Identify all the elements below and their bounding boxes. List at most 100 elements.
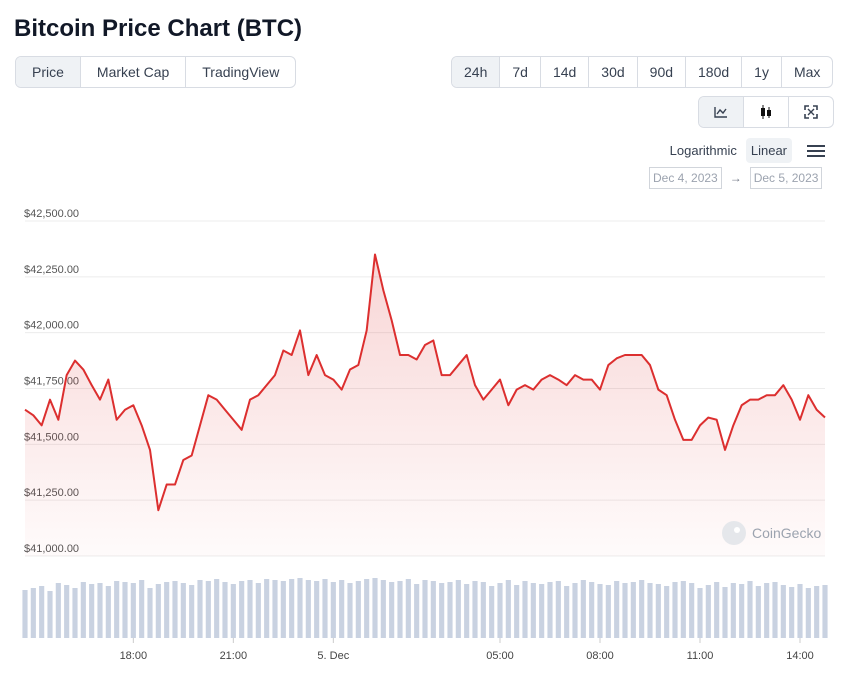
volume-bar (164, 582, 170, 638)
tab[interactable]: TradingView (202, 64, 280, 80)
volume-bar (739, 584, 745, 638)
volume-bar (347, 583, 353, 638)
y-tick-label: $42,250.00 (24, 264, 79, 276)
volume-bar (272, 580, 278, 638)
volume-bar (455, 580, 461, 638)
tab[interactable]: Price (16, 57, 81, 87)
candle-icon (761, 105, 771, 119)
page-title: Bitcoin Price Chart (BTC) (14, 15, 303, 42)
tab[interactable]: Market Cap (81, 57, 187, 87)
y-tick-label: $42,000.00 (24, 320, 79, 332)
volume-bar (139, 580, 145, 638)
volume-bar (280, 581, 286, 638)
volume-bar (130, 583, 136, 638)
volume-bar (197, 580, 203, 638)
volume-bar (505, 580, 511, 638)
x-tick-label: 14:00 (786, 650, 814, 662)
range-button[interactable]: Max (793, 64, 821, 80)
volume-bar (630, 582, 636, 638)
volume-bar (105, 586, 111, 638)
volume-bar (614, 581, 620, 638)
x-tick-label: 08:00 (586, 650, 614, 662)
volume-bar (89, 584, 95, 638)
volume-bar (805, 588, 811, 638)
x-tick-label: 05:00 (486, 650, 514, 662)
volume-bar (572, 583, 578, 638)
range-button[interactable]: 90d (638, 57, 687, 87)
volume-bar (772, 582, 778, 638)
volume-bar (180, 583, 186, 638)
volume-bar (789, 587, 795, 638)
volume-bar (355, 581, 361, 638)
volume-bar (664, 586, 670, 638)
expand-icon (804, 105, 818, 119)
volume-bar (239, 581, 245, 638)
date-range: Dec 4, 2023 → Dec 5, 2023 (649, 167, 823, 189)
volume-bar (264, 579, 270, 638)
date-separator: → (729, 171, 742, 185)
volume-bar (72, 588, 78, 638)
watermark-text: CoinGecko (752, 525, 821, 541)
volume-bar (222, 582, 228, 638)
volume-bar (622, 583, 628, 638)
volume-bar (405, 579, 411, 638)
fullscreen-button[interactable] (789, 97, 833, 127)
volume-bar (314, 581, 320, 638)
volume-bar (697, 588, 703, 638)
volume-bar (80, 582, 86, 638)
volume-bar (55, 583, 61, 638)
scale-option[interactable]: Linear (745, 138, 792, 163)
menu-button[interactable] (806, 143, 826, 159)
volume-bar (730, 583, 736, 638)
volume-bar (64, 585, 70, 638)
x-tick-label: 21:00 (220, 650, 248, 662)
volume-bar (255, 583, 261, 638)
volume-bar (172, 581, 178, 638)
range-button[interactable]: 1y (742, 57, 782, 87)
candlestick-button[interactable] (744, 97, 789, 127)
volume-bar (764, 583, 770, 638)
volume-bar (722, 587, 728, 638)
volume-bar (447, 582, 453, 638)
watermark-logo-eye (734, 527, 740, 533)
volume-bar (30, 588, 36, 638)
scale-option[interactable]: Logarithmic (669, 143, 737, 158)
volume-bar (755, 586, 761, 638)
volume-bar (372, 578, 378, 638)
range-button[interactable]: 24h (452, 57, 501, 87)
volume-bar (522, 581, 528, 638)
volume-bar (547, 582, 553, 638)
range-button[interactable]: 14d (541, 57, 590, 87)
date-from[interactable]: Dec 4, 2023 (649, 167, 722, 189)
volume-bar (480, 582, 486, 638)
volume-bar (655, 584, 661, 638)
volume-bar (580, 580, 586, 638)
volume-bar (589, 582, 595, 638)
volume-bar (147, 588, 153, 638)
volume-bar (564, 586, 570, 638)
volume-bar (555, 581, 561, 638)
range-button[interactable]: 180d (686, 57, 743, 87)
line-chart-button[interactable] (699, 97, 744, 127)
volume-bar (189, 585, 195, 638)
volume-bar (97, 583, 103, 638)
range-button[interactable]: 30d (589, 57, 638, 87)
volume-bar (247, 580, 253, 638)
volume-bar (114, 581, 120, 638)
volume-bar (605, 585, 611, 638)
scale-toggle: Logarithmic Linear (665, 138, 826, 163)
watermark: CoinGecko (722, 521, 821, 545)
date-to[interactable]: Dec 5, 2023 (749, 167, 823, 189)
x-tick-label: 11:00 (687, 650, 714, 662)
volume-bar (297, 578, 303, 638)
volume-bar (214, 579, 220, 638)
volume-bar (339, 580, 345, 638)
volume-bar (680, 581, 686, 638)
price-line (24, 253, 826, 512)
volume-bar (330, 582, 336, 638)
range-button[interactable]: 7d (500, 57, 541, 87)
volume-bar (422, 580, 428, 638)
volume-bar (780, 585, 786, 638)
